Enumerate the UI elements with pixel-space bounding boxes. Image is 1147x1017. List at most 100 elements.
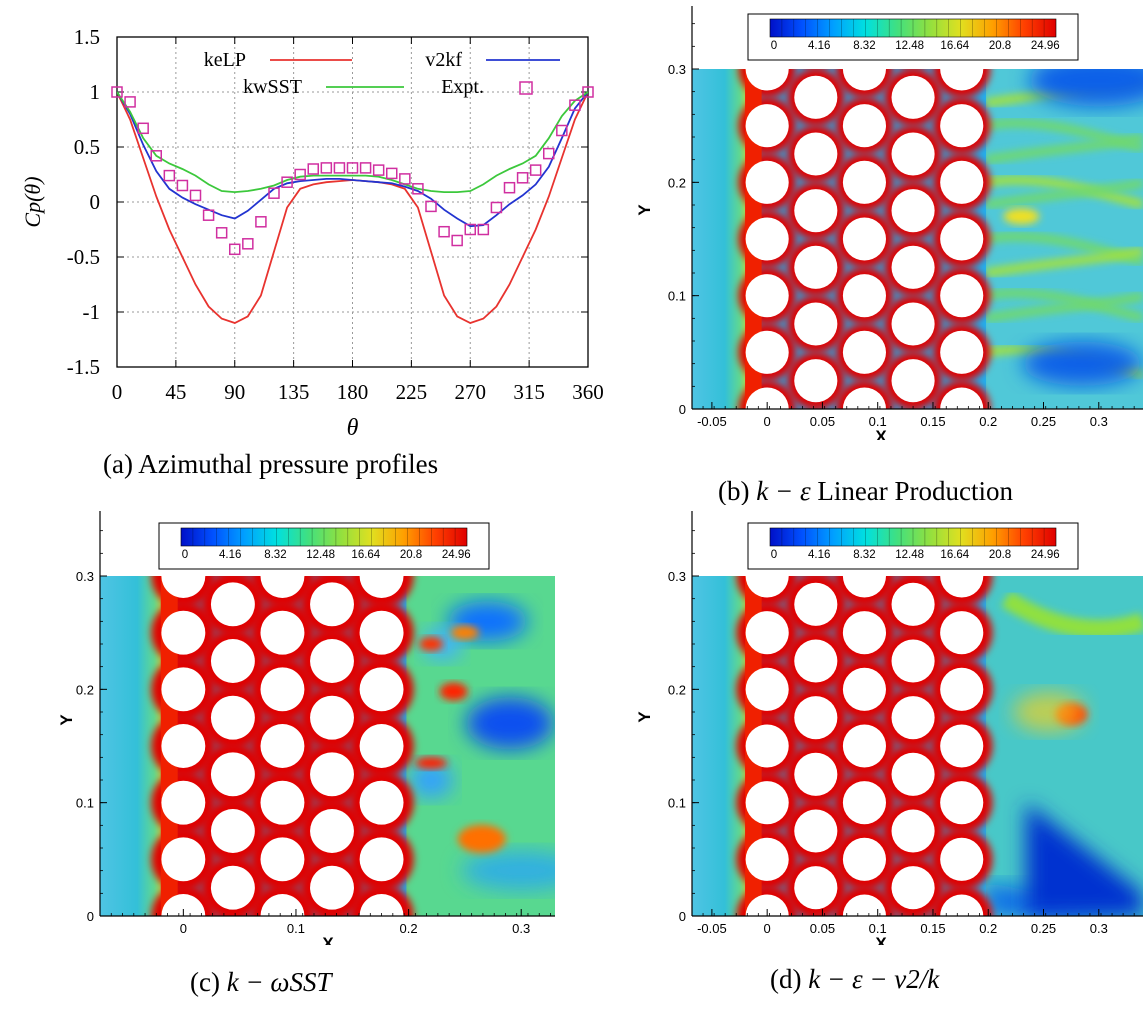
y-tick-label: 0.3 [668, 62, 686, 77]
colorbar-label: 24.96 [1031, 549, 1060, 561]
tube [745, 160, 789, 204]
data-point-expt [412, 183, 424, 195]
wake-hot-spot [1003, 208, 1040, 225]
wake-streak [985, 175, 1143, 209]
x-tick-label: 0.1 [869, 921, 887, 936]
wake-hot-spot [415, 757, 448, 769]
tube [210, 865, 255, 910]
x-tick-label: 0.2 [400, 921, 418, 936]
data-point-expt [150, 150, 162, 162]
tube [891, 359, 935, 403]
tube [794, 245, 838, 289]
tube [842, 781, 886, 825]
tube [745, 69, 789, 91]
y-axis-label: Cp(θ) [20, 176, 45, 227]
colorbar-label: 24.96 [442, 549, 471, 561]
tube [745, 667, 789, 711]
panel-a: 0 45 90 135 180 225 270 315 360 -1.5 -1 -0.5 0 0.5 1 1.… [0, 0, 620, 440]
wake-low-zone [409, 762, 454, 798]
tube [891, 866, 935, 910]
colorbar-label: 8.32 [264, 549, 286, 561]
data-point-expt [516, 172, 529, 184]
tube [745, 576, 789, 598]
hot-ring [804, 576, 828, 579]
y-tick-label: 0.3 [668, 569, 686, 584]
tube [745, 104, 789, 148]
tube [210, 639, 255, 683]
wake-hot-spot [450, 625, 479, 640]
colorbar-label: 20.8 [989, 549, 1011, 561]
hot-ring [317, 576, 347, 580]
data-point-expt [163, 169, 176, 182]
x-tick-label: 90 [224, 380, 245, 404]
y-tick-label: 0.2 [668, 682, 686, 697]
tube [359, 576, 404, 598]
panel-b: -0.05 0 0.05 0.1 0.15 0.2 0.25 0.3 0 0.1 0.2 0.3 X Y 0… [628, 0, 1147, 440]
tube [842, 160, 886, 204]
hot-ring [812, 69, 820, 70]
data-point-expt [582, 86, 594, 98]
tube [842, 611, 886, 655]
y-tick-label: 1.5 [74, 25, 100, 49]
colorbar-label: 0 [771, 40, 777, 52]
tube [310, 582, 354, 627]
x-tick-label: 315 [513, 380, 545, 404]
contour-plot-b: -0.05 0 0.05 0.1 0.15 0.2 0.25 0.3 0 0.1 0.2 0.3 X Y 0… [635, 0, 1143, 440]
tube [842, 576, 886, 598]
x-tick-label: 0.05 [810, 921, 835, 936]
y-tick-label: 0.1 [668, 289, 686, 304]
x-tick-label: 0.15 [920, 921, 945, 936]
panel-d: -0.05 0 0.05 0.1 0.15 0.2 0.25 0.3 0 0.1 0.2 0.3 X Y 0… [628, 505, 1147, 945]
tube [794, 132, 838, 176]
caption-b: (b) k − ε Linear Production [718, 476, 1014, 506]
colorbar-label: 16.64 [351, 549, 380, 561]
data-point-expt [477, 223, 490, 236]
colorbar-label: 8.32 [853, 40, 875, 52]
wake-hot-spot [457, 824, 506, 853]
x-tick-label: 0.3 [512, 921, 530, 936]
contour-plot-d: -0.05 0 0.05 0.1 0.15 0.2 0.25 0.3 0 0.1 0.2 0.3 X Y 0… [635, 505, 1143, 945]
tube [794, 359, 838, 403]
tube [210, 809, 255, 853]
tube [794, 696, 838, 740]
tube [359, 724, 404, 768]
x-tick-label: 0.1 [869, 414, 887, 429]
y-tick-label: 0.1 [668, 796, 686, 811]
wake-streak [985, 288, 1143, 323]
data-point-expt [372, 164, 385, 176]
colorbar-label: 0 [771, 549, 777, 561]
tube [745, 724, 789, 768]
tube [842, 104, 886, 148]
colorbar-label: 20.8 [989, 40, 1011, 52]
tube [891, 639, 935, 683]
x-tick-label: 0.1 [287, 921, 305, 936]
tube [794, 75, 838, 119]
data-point-expt [281, 176, 293, 188]
tube [161, 610, 206, 655]
colorbar-label: 4.16 [808, 40, 830, 52]
wake-streak [985, 291, 1143, 323]
data-point-expt [215, 227, 228, 239]
tube [260, 894, 305, 916]
series-line-kwSST [117, 91, 588, 194]
colorbar-label: 20.8 [400, 549, 422, 561]
tube [359, 837, 404, 882]
tube [891, 302, 935, 346]
data-point-expt [451, 234, 463, 247]
tube [940, 104, 984, 148]
tube [794, 639, 838, 683]
tube [745, 781, 789, 825]
data-point-expt [556, 124, 568, 137]
cp-line-chart: 0 45 90 135 180 225 270 315 360 -1.5 -1 -0.5 0 0.5 1 1.… [20, 25, 604, 440]
tube [940, 724, 984, 768]
data-point-expt [490, 201, 503, 214]
tube [891, 809, 935, 853]
x-tick-label: 0.05 [810, 414, 835, 429]
wake-streak [985, 246, 1143, 278]
x-axis-label: X [322, 934, 334, 945]
x-tick-label: 0.25 [1031, 921, 1056, 936]
colorbar-label: 12.48 [895, 40, 924, 52]
tube [260, 576, 305, 598]
y-axis-label: Y [57, 714, 76, 726]
tube [891, 752, 935, 796]
